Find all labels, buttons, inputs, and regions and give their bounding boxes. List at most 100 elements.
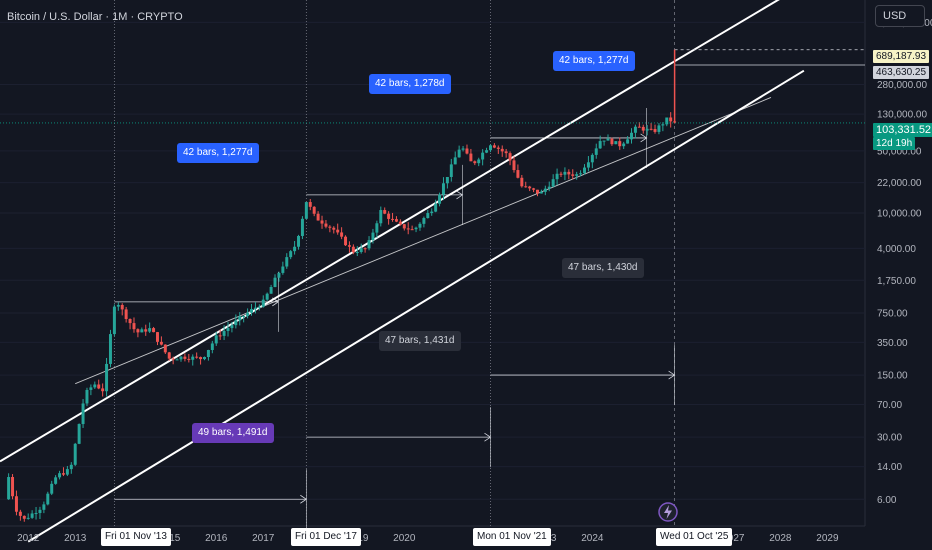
candle-body-12	[54, 477, 58, 484]
candle-body-61	[246, 312, 250, 316]
candle-body-106	[422, 218, 426, 224]
candle-body-149	[590, 154, 594, 163]
candle-body-163	[645, 128, 649, 131]
candle-body-10	[46, 493, 50, 505]
candle-body-7	[34, 513, 38, 515]
candle-body-79	[316, 213, 320, 221]
time-tick-label-2027: 2027	[722, 533, 745, 544]
measure-label-top-cycle-1[interactable]: 42 bars, 1,277d	[177, 143, 259, 163]
candle-body-111	[441, 183, 445, 195]
measure-brackets	[114, 107, 676, 530]
candle-body-91	[363, 248, 367, 250]
candle-body-51	[206, 350, 210, 357]
price-tick-label-5: 10,000.00	[877, 209, 922, 220]
candle-body-94	[375, 223, 379, 233]
candle-body-101	[402, 224, 406, 229]
symbol-title[interactable]: Bitcoin / U.S. Dollar · 1M · CRYPTO	[7, 11, 183, 23]
candle-body-16	[69, 464, 73, 470]
candle-body-1	[11, 477, 15, 497]
candle-body-159	[630, 132, 634, 140]
candle-body-48	[195, 356, 199, 358]
candle-body-62	[250, 309, 253, 313]
candle-body-117	[465, 148, 469, 154]
candle-body-13	[58, 473, 62, 478]
candle-body-20	[85, 389, 89, 404]
candle-body-157	[622, 143, 626, 147]
measure-label-bottom-cycle-1[interactable]: 49 bars, 1,491d	[192, 423, 274, 443]
candle-body-11	[50, 483, 54, 494]
candle-body-36	[148, 328, 152, 332]
candle-body-123	[488, 145, 492, 151]
candle-body-67	[269, 287, 273, 294]
price-tick-label-9: 350.00	[877, 338, 908, 349]
candle-body-168	[665, 117, 669, 125]
tradingview-replay-icon[interactable]	[657, 501, 679, 523]
measure-label-top-cycle-2[interactable]: 42 bars, 1,278d	[369, 74, 451, 94]
candle-body-65	[261, 299, 265, 307]
candle-body-72	[289, 251, 293, 258]
candle-body-80	[320, 220, 324, 224]
measure-label-top-cycle-3[interactable]: 42 bars, 1,277d	[553, 51, 635, 71]
time-tick-label-2017: 2017	[252, 533, 275, 544]
candle-body-40	[163, 344, 167, 353]
candle-body-129	[512, 160, 516, 171]
price-tick-label-10: 150.00	[877, 371, 908, 382]
candle-body-144	[571, 174, 575, 176]
candle-body-21	[89, 387, 93, 390]
price-tick-label-13: 14.00	[877, 462, 902, 473]
cycle-date-tag-2017: Fri 01 Dec '17	[291, 528, 361, 546]
candle-body-86	[344, 236, 348, 246]
price-tick-label-4: 22,000.00	[877, 178, 922, 189]
candle-body-15	[65, 469, 69, 475]
cycle-date-tag-2025: Wed 01 Oct '25	[656, 528, 733, 546]
measure-label-bottom-cycle-2[interactable]: 47 bars, 1,431d	[379, 331, 461, 351]
candle-body-58	[234, 320, 238, 326]
channel-line-lower	[27, 69, 805, 543]
candle-body-143	[567, 171, 571, 175]
candle-body-135	[536, 189, 539, 194]
candle-body-32	[132, 323, 136, 330]
candle-body-64	[257, 306, 261, 308]
candle-body-160	[633, 126, 637, 133]
candle-body-100	[398, 221, 402, 225]
candle-body-66	[265, 293, 269, 300]
candle-body-155	[614, 141, 618, 145]
candle-body-122	[485, 150, 489, 153]
candle-body-140	[555, 173, 559, 180]
candle-body-30	[124, 309, 128, 319]
candle-body-70	[281, 266, 285, 273]
price-tick-label-14: 6.00	[877, 495, 897, 506]
candle-body-154	[610, 138, 614, 145]
candle-body-35	[144, 329, 148, 332]
candle-body-110	[438, 194, 442, 204]
candles	[7, 112, 677, 522]
candle-body-128	[508, 153, 512, 161]
candle-body-142	[563, 171, 567, 175]
candle-body-130	[516, 170, 520, 178]
candle-body-63	[253, 307, 257, 310]
candle-body-162	[641, 126, 645, 131]
candle-body-104	[414, 227, 418, 230]
candle-body-50	[203, 356, 206, 360]
candle-body-119	[473, 161, 477, 164]
candle-body-29	[120, 304, 124, 310]
candle-body-169	[669, 117, 673, 122]
candle-body-109	[434, 203, 438, 212]
candle-body-34	[140, 329, 144, 333]
candle-body-102	[406, 228, 410, 230]
candle-body-3	[18, 511, 22, 516]
candle-body-19	[81, 403, 85, 425]
candle-body-53	[214, 335, 218, 344]
candle-body-127	[504, 151, 508, 154]
price-tick-label-1: 280,000.00	[877, 80, 927, 91]
projection-level-price-tag: 463,630.25	[873, 66, 930, 79]
currency-button[interactable]: USD	[875, 5, 925, 27]
candle-body-147	[583, 167, 586, 174]
candle-body-108	[430, 211, 434, 214]
candle-body-52	[210, 343, 214, 351]
candle-body-141	[559, 173, 563, 175]
price-tick-label-8: 750.00	[877, 308, 908, 319]
measure-label-bottom-cycle-3[interactable]: 47 bars, 1,430d	[562, 258, 644, 278]
candle-body-158	[626, 139, 630, 144]
